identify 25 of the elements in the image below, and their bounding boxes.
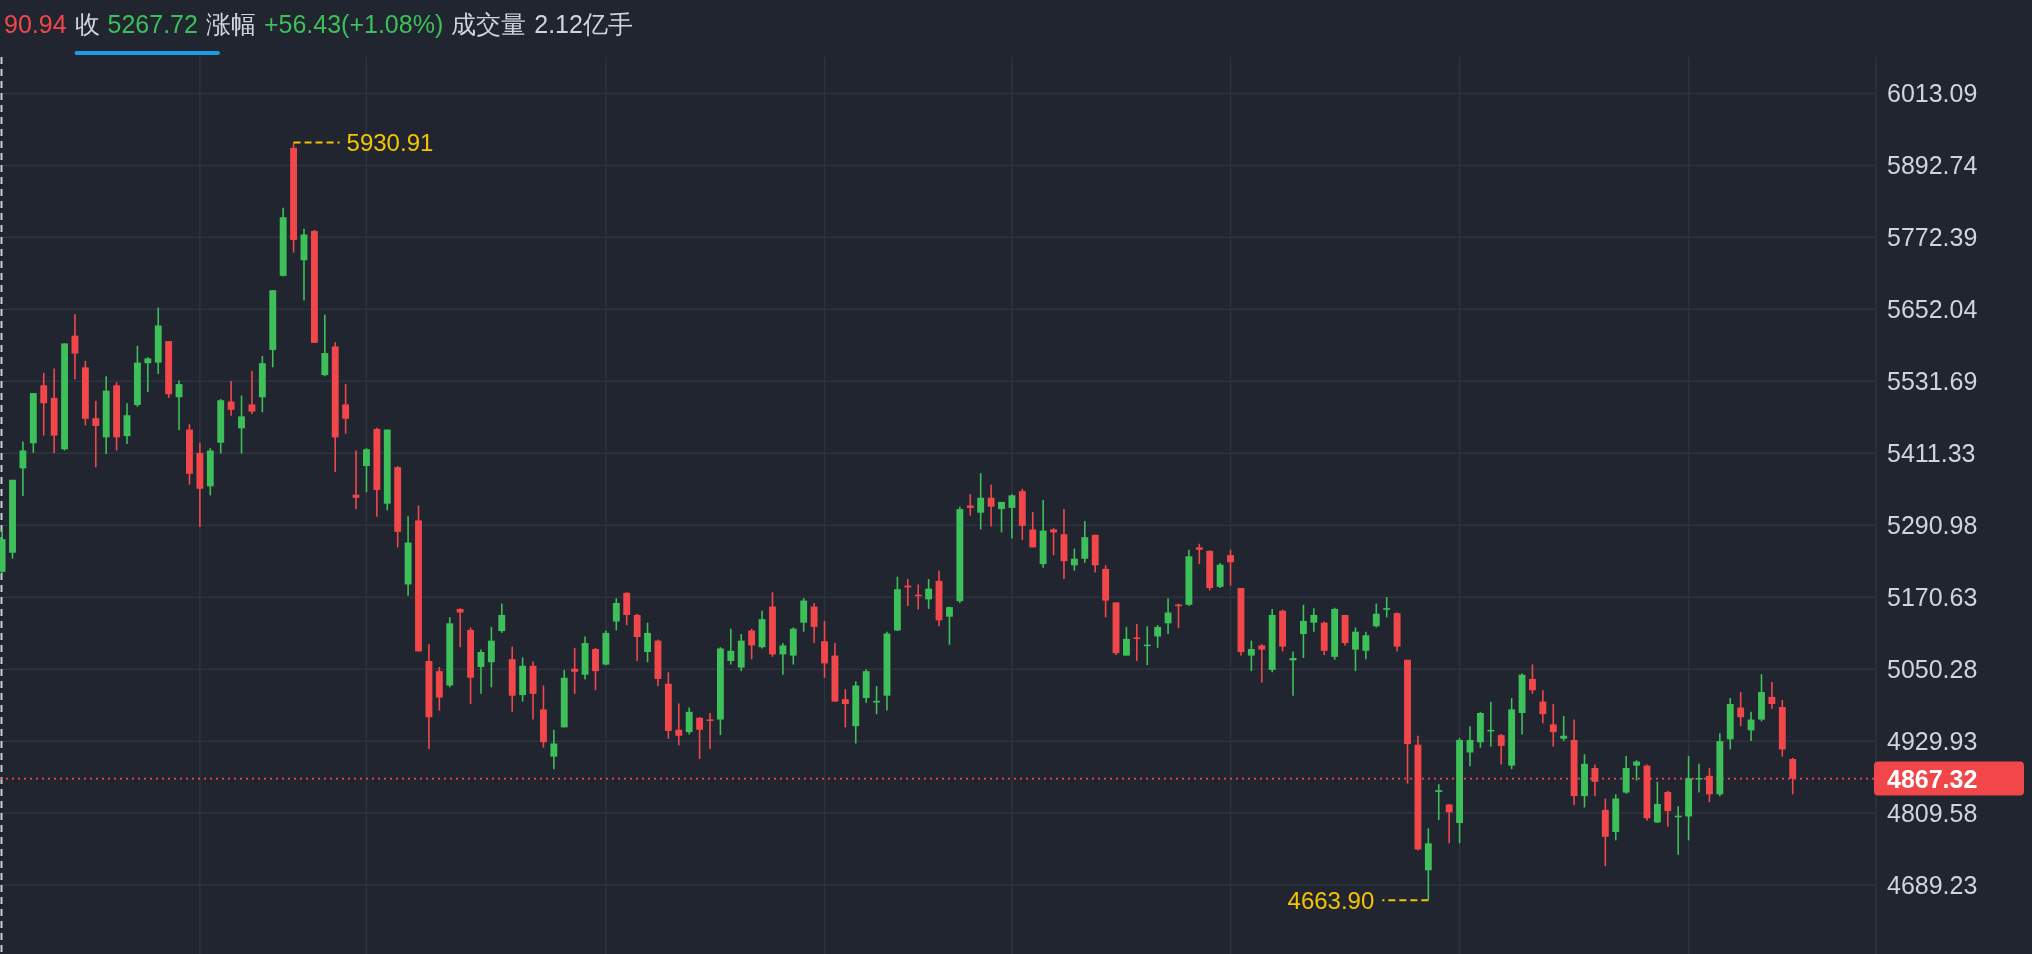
y-tick-label: 4929.93 <box>1887 727 1978 756</box>
header-text: 涨幅 <box>205 9 256 40</box>
y-tick-label: 5170.63 <box>1887 583 1978 612</box>
header-text: 成交量 <box>451 9 527 40</box>
annotation: 5930.91 <box>346 129 434 157</box>
header-text: 收 <box>74 9 100 40</box>
y-tick-label: 5050.28 <box>1887 655 1978 684</box>
header-text: 90.94 <box>4 9 67 40</box>
y-tick-label: 4809.58 <box>1887 799 1978 828</box>
y-tick-label: 4689.23 <box>1887 871 1978 900</box>
annotation: 4663.90 <box>1287 886 1375 914</box>
header-text: 2.12亿手 <box>534 9 633 40</box>
ref-label: 4867.32 <box>1874 761 2024 796</box>
y-tick-label: 5892.74 <box>1887 151 1978 180</box>
ref-line-label: 4867.32 <box>1887 764 1978 793</box>
y-tick-label: 5531.69 <box>1887 367 1978 396</box>
y-tick-label: 5290.98 <box>1887 511 1978 540</box>
y-tick-label: 5772.39 <box>1887 223 1978 252</box>
header-text: +56.43(+1.08%) <box>263 9 444 40</box>
extreme-note: 5930.91 <box>292 129 434 157</box>
y-tick-label: 5652.04 <box>1887 295 1978 324</box>
y-tick-label: 6013.09 <box>1887 79 1978 108</box>
extreme-note: 4663.90 <box>1287 886 1430 914</box>
header-text: 5267.72 <box>107 9 198 40</box>
y-tick-label: 5411.33 <box>1887 439 1976 468</box>
